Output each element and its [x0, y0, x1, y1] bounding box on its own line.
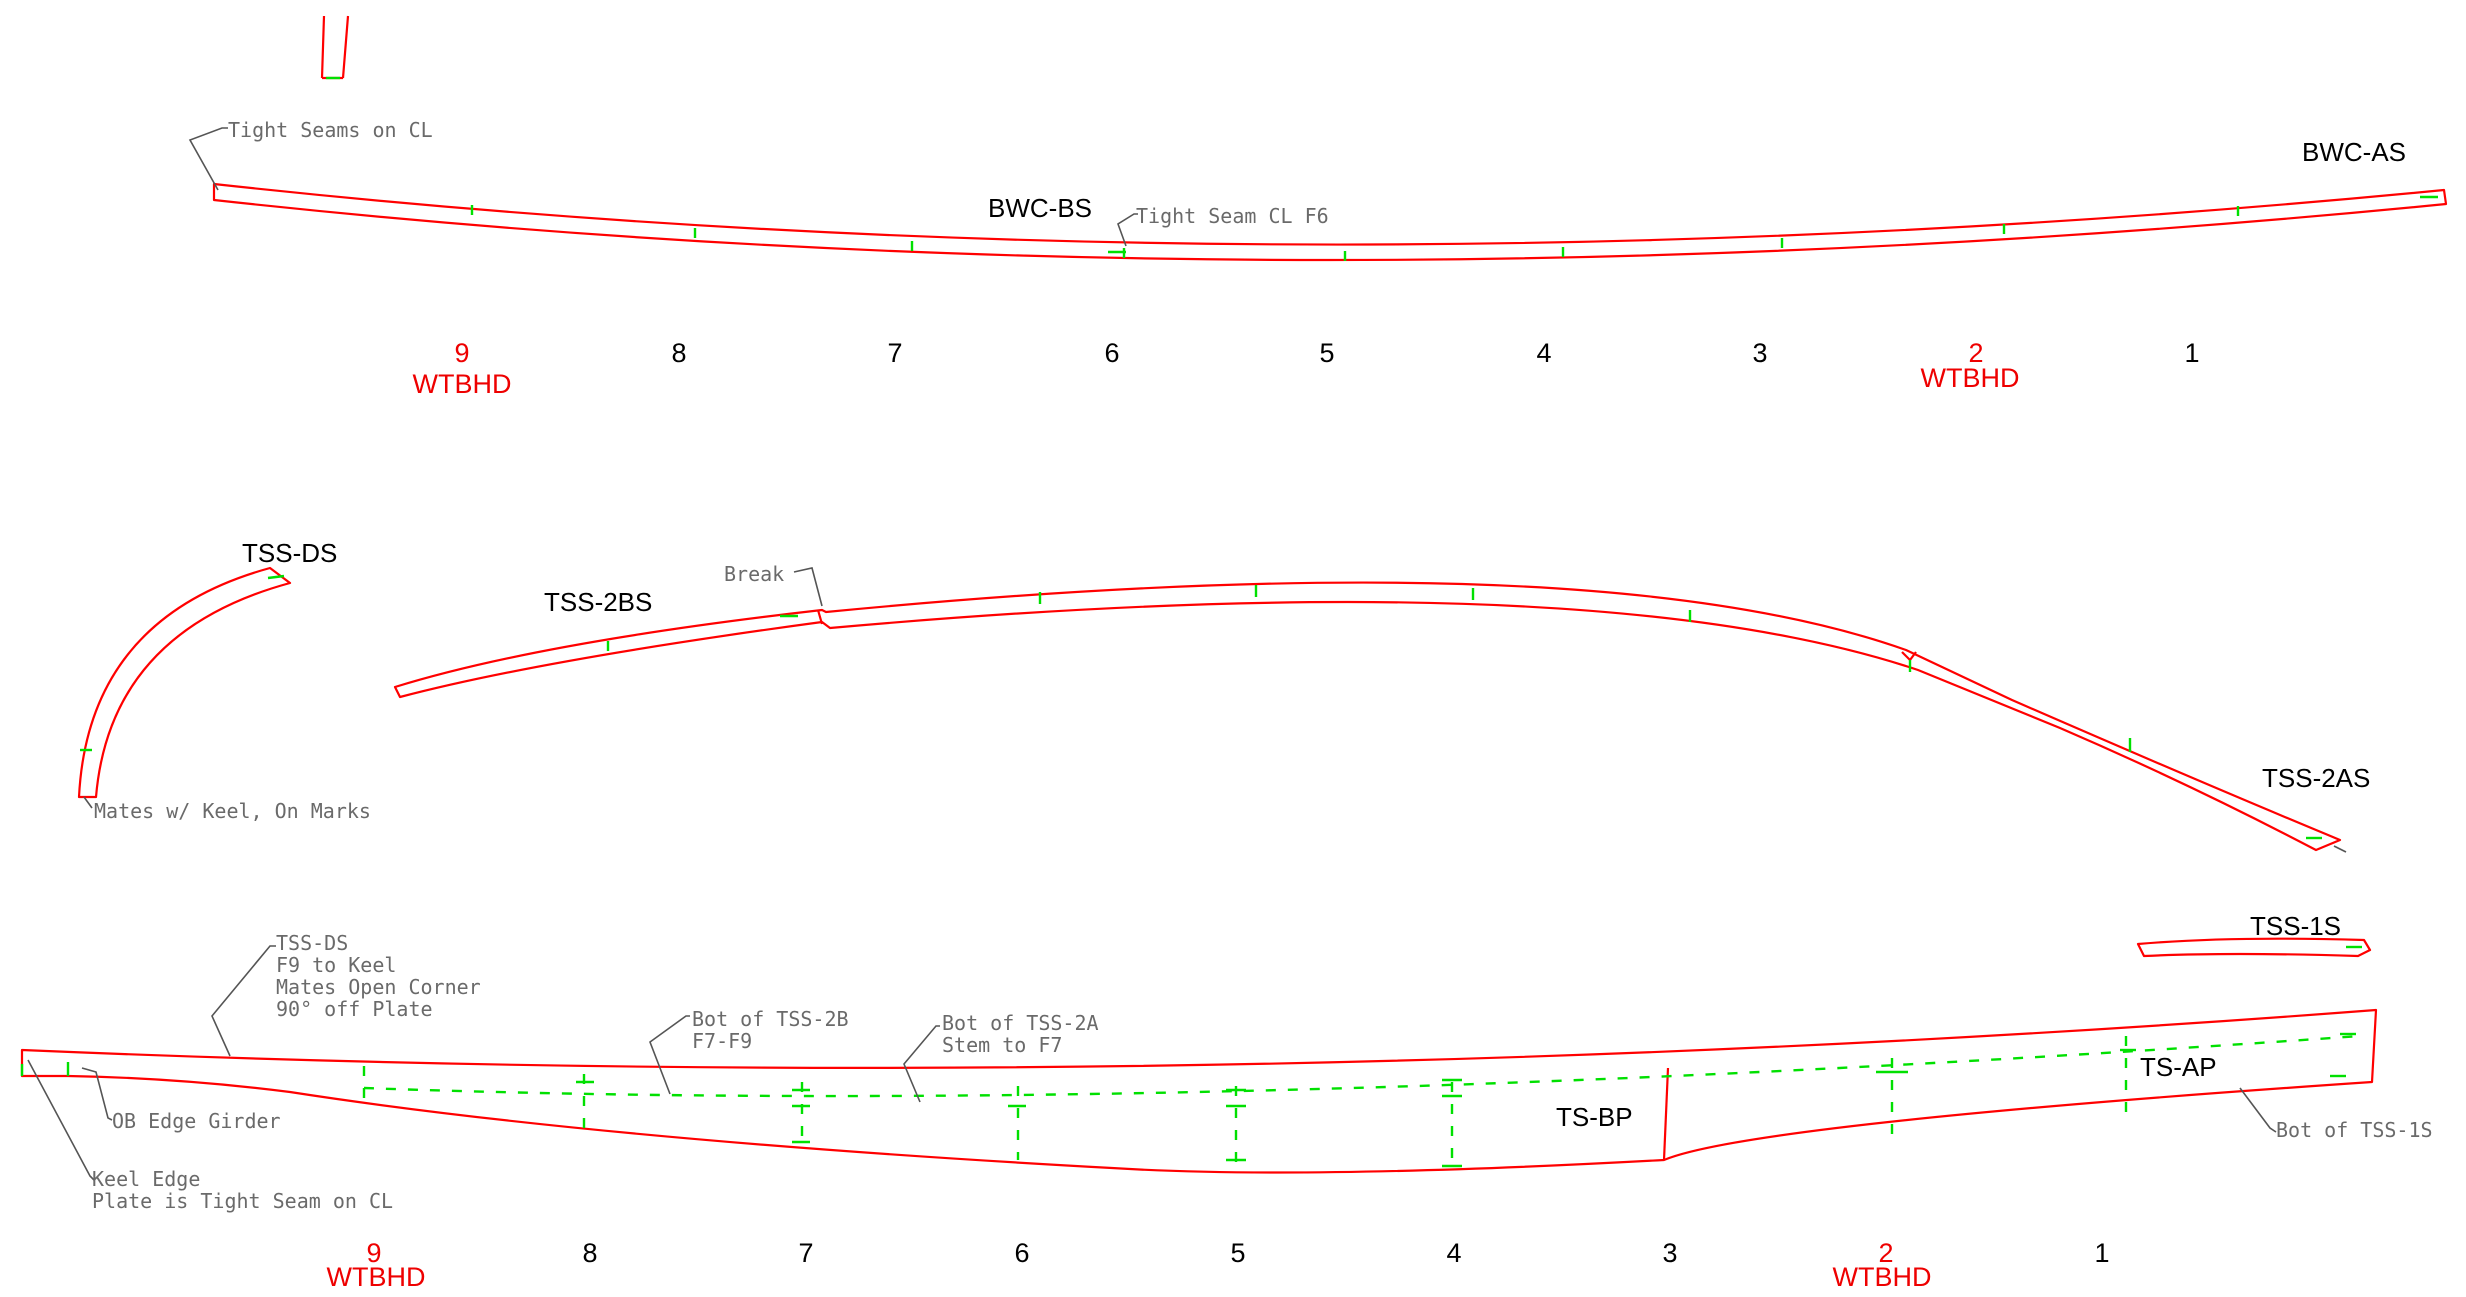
label-tss-2bs: TSS-2BS	[544, 587, 652, 617]
label-ts-ap: TS-AP	[2140, 1052, 2217, 1082]
frame-number: 5	[1319, 338, 1334, 368]
frame-number: 6	[1014, 1238, 1029, 1268]
bwc-frame-ticks	[470, 195, 2438, 261]
frame-sub: WTBHD	[413, 369, 512, 399]
tss-section: TSS-DS Mates w/ Keel, On Marks Break TSS…	[77, 538, 2372, 958]
tss-2-outline	[393, 581, 2342, 852]
frame-number: 1	[2184, 338, 2199, 368]
label-tss-ds: TSS-DS	[242, 538, 337, 568]
ts-horizontal-marks	[20, 1032, 2356, 1168]
leader-keel-edge	[27, 1059, 95, 1181]
leader-tight-seam-f6	[1117, 213, 1138, 247]
frame-number: 4	[1446, 1238, 1461, 1268]
leader-bot-tss-1s	[2239, 1087, 2277, 1133]
note-tss-ds-line-1: TSS-DS	[276, 931, 348, 955]
frame-number: 8	[671, 338, 686, 368]
frame-sub: WTBHD	[1921, 363, 2020, 393]
note-tss-ds-line-3: Mates Open Corner	[276, 975, 481, 999]
frame-number: 7	[798, 1238, 813, 1268]
tss-1s-outline	[2136, 937, 2372, 958]
frame-number: 3	[1752, 338, 1767, 368]
note-bot-tss-2b-line-1: Bot of TSS-2B	[692, 1007, 849, 1031]
label-bwc-as: BWC-AS	[2302, 137, 2406, 167]
note-bot-tss-1s: Bot of TSS-1S	[2276, 1118, 2433, 1142]
label-tss-2as: TSS-2AS	[2262, 763, 2370, 793]
frame-sub: WTBHD	[1833, 1262, 1932, 1292]
frame-numbers-bottom: 9 WTBHD 8 7 6 5 4 3 2 WTBHD 1	[327, 1238, 2110, 1292]
frame-number: 9	[454, 338, 469, 368]
leader-bot-tss-2b	[649, 1015, 690, 1095]
bwc-section: Tight Seams on CL Tight Seam CL F6 BWC-B…	[188, 15, 2448, 262]
leader-tight-seams-cl	[188, 127, 228, 191]
note-tight-seams-cl: Tight Seams on CL	[228, 118, 433, 142]
note-keel-edge-line-1: Keel Edge	[92, 1167, 200, 1191]
frame-number: 2	[1968, 338, 1983, 368]
label-tss-1s: TSS-1S	[2250, 911, 2341, 941]
bwc-upper-stub	[320, 15, 350, 80]
note-bot-tss-2a-line-2: Stem to F7	[942, 1033, 1062, 1057]
ts-plate-outline	[20, 1008, 2378, 1174]
ts-section: TSS-DS F9 to Keel Mates Open Corner 90° …	[20, 931, 2433, 1213]
note-tss-ds-line-2: F9 to Keel	[276, 953, 396, 977]
label-bwc-bs: BWC-BS	[988, 193, 1092, 223]
note-mates-keel: Mates w/ Keel, On Marks	[94, 799, 371, 823]
frame-number: 5	[1230, 1238, 1245, 1268]
note-bot-tss-2b-line-2: F7-F9	[692, 1029, 752, 1053]
note-tss-ds-line-4: 90° off Plate	[276, 997, 433, 1021]
leader-break	[793, 567, 823, 607]
frame-number: 6	[1104, 338, 1119, 368]
frame-number: 8	[582, 1238, 597, 1268]
bwc-plate-outline	[212, 182, 2448, 262]
frame-number: 9	[366, 1238, 381, 1268]
frame-number: 4	[1536, 338, 1551, 368]
ts-frame-lines	[362, 1036, 2128, 1170]
note-tight-seam-f6: Tight Seam CL F6	[1136, 204, 1329, 228]
frame-number: 3	[1662, 1238, 1677, 1268]
frame-number: 7	[887, 338, 902, 368]
label-ts-bp: TS-BP	[1556, 1102, 1633, 1132]
tss-ds-outline	[77, 566, 292, 799]
tss-2-frame-ticks	[606, 585, 2322, 840]
note-break: Break	[724, 562, 784, 586]
leader-tss-ds-note	[211, 945, 276, 1057]
leader-ob-edge	[81, 1067, 113, 1121]
leader-mates-keel	[83, 796, 93, 809]
break-notch	[816, 609, 824, 625]
frame-number: 1	[2094, 1238, 2109, 1268]
leader-bot-tss-2a	[903, 1025, 940, 1103]
seam-mark	[267, 574, 285, 580]
note-keel-edge-line-2: Plate is Tight Seam on CL	[92, 1189, 393, 1213]
ts-longitudinal-marks	[363, 1034, 2361, 1098]
leader-tss-2as	[2333, 845, 2347, 853]
tss-2-notch	[1901, 651, 1917, 662]
note-ob-edge: OB Edge Girder	[112, 1109, 281, 1133]
frame-sub: WTBHD	[327, 1262, 426, 1292]
frame-numbers-top: 9 WTBHD 8 7 6 5 4 3 2 WTBHD 1	[413, 338, 2200, 399]
frame-number: 2	[1878, 1238, 1893, 1268]
note-bot-tss-2a-line-1: Bot of TSS-2A	[942, 1011, 1099, 1035]
ts-seam-line	[1662, 1067, 1670, 1161]
